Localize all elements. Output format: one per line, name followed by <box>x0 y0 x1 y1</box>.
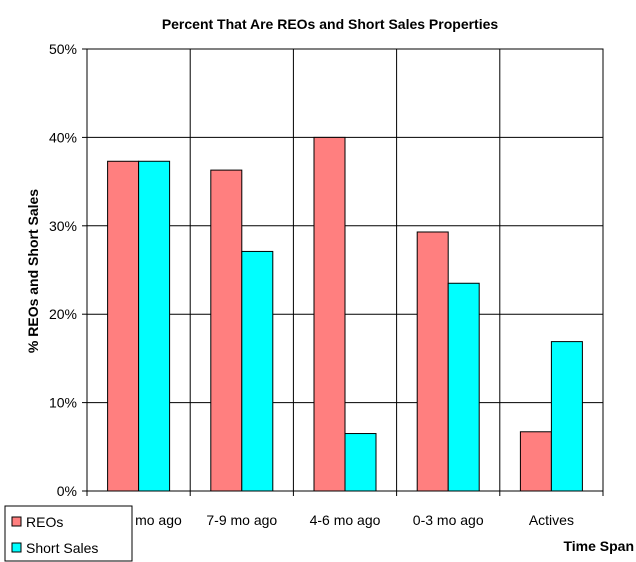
legend-box <box>4 505 133 562</box>
bar-short-sales <box>241 250 274 492</box>
y-tick-label: 20% <box>49 306 77 322</box>
bar-reos <box>210 169 243 492</box>
bar-reos <box>313 136 346 492</box>
bar-reos <box>519 431 552 492</box>
x-axis-title: Time Span <box>563 538 634 554</box>
y-axis-title: % REOs and Short Sales <box>25 189 41 353</box>
plot-area: 0%10%20%30%40%50%10-12 mo ago 7-9 mo ago 4… <box>49 41 604 528</box>
legend-swatch <box>11 516 22 527</box>
bar-reos <box>107 160 140 492</box>
chart-title: Percent That Are REOs and Short Sales Pr… <box>162 16 499 32</box>
bar-short-sales <box>447 282 480 492</box>
x-tick-label: Actives <box>529 512 574 528</box>
bar-short-sales <box>138 160 171 492</box>
legend-swatch <box>11 542 22 553</box>
bar-short-sales <box>344 433 377 492</box>
y-tick-label: 50% <box>49 41 77 57</box>
x-tick-label: 0-3 mo ago <box>413 512 484 528</box>
y-tick-label: 30% <box>49 218 77 234</box>
y-tick-label: 40% <box>49 129 77 145</box>
x-tick-label: 7-9 mo ago <box>206 512 277 528</box>
legend: REOs Short Sales <box>4 505 133 562</box>
legend-label: Short Sales <box>26 540 98 556</box>
y-tick-label: 10% <box>49 395 77 411</box>
bar-short-sales <box>550 341 583 492</box>
y-tick-label: 0% <box>57 483 77 499</box>
legend-label: REOs <box>26 514 63 530</box>
x-tick-label: 4-6 mo ago <box>310 512 381 528</box>
bar-reos <box>416 231 449 492</box>
